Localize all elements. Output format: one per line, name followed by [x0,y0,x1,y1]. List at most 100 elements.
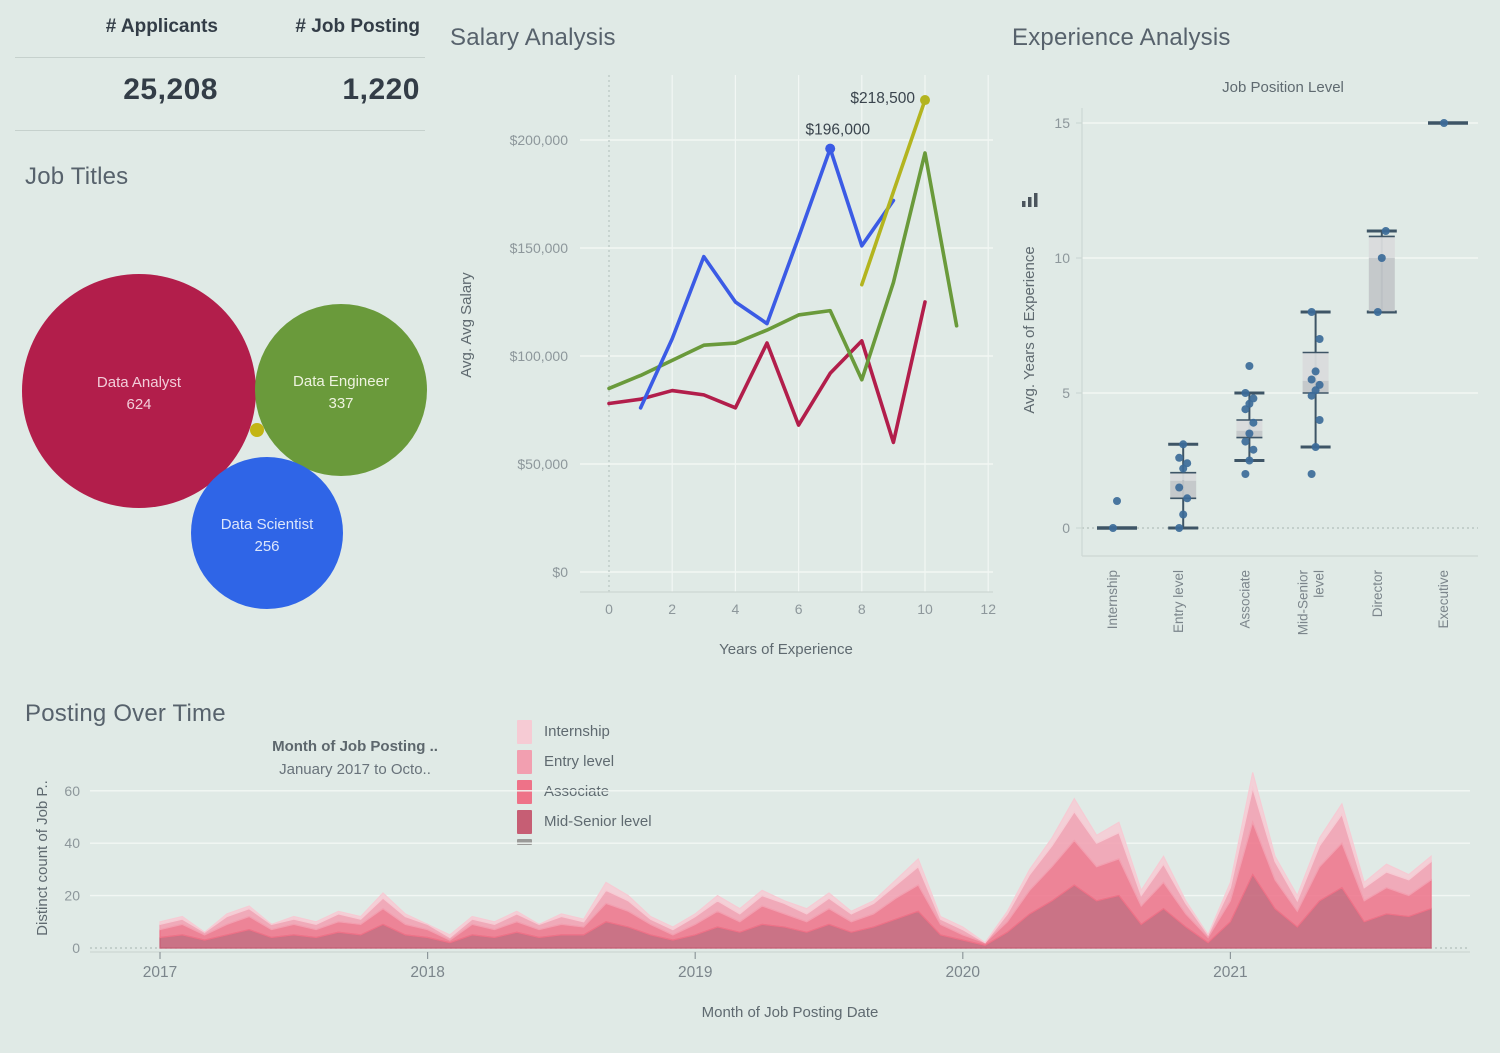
salary-x-tick-label: 8 [858,601,866,617]
box-lower-director[interactable] [1368,258,1395,312]
box-point-mid-senior-level[interactable] [1315,335,1324,343]
box-point-associate[interactable] [1249,394,1258,403]
salary-x-axis-title: Years of Experience [719,641,853,658]
bubble-data-analyst[interactable] [22,274,256,508]
salary-line-data-engineer[interactable] [607,151,959,391]
box-point-entry-level[interactable] [1175,483,1184,492]
bubble-data-engineer[interactable] [255,304,427,476]
posting-title: Posting Over Time [25,700,226,727]
experience-y-tick-label: 5 [1062,385,1070,401]
experience-y-axis-title: Avg. Years of Experience [1021,246,1038,413]
box-point-associate[interactable] [1241,470,1250,478]
salary-y-tick-label: $200,000 [510,132,569,148]
salary-y-tick-label: $100,000 [510,348,569,364]
box-point-entry-level[interactable] [1183,459,1192,468]
kpi-divider-bottom [15,130,425,131]
legend-swatch-mid-senior-level [517,809,532,834]
box-point-entry-level[interactable] [1183,494,1192,503]
experience-category-label-3: Mid-Senior [1296,570,1311,636]
legend-swatch-entry-level [517,749,532,774]
legend-item-entry-level[interactable]: Entry level [517,749,652,774]
legend-label-internship: Internship [544,723,610,740]
posting-legend: Internship Entry level Associate Mid-Sen… [517,719,652,845]
bubble-other-small[interactable] [250,423,264,437]
salary-x-tick-label: 12 [980,601,996,617]
experience-title: Experience Analysis [1012,24,1231,51]
legend-label-entry-level: Entry level [544,753,615,770]
salary-line-data-analyst[interactable] [607,300,927,445]
posting-x-axis-title: Month of Job Posting Date [702,1004,879,1021]
box-point-entry-level[interactable] [1179,510,1188,519]
box-point-mid-senior-level[interactable] [1315,416,1324,424]
bubble-data-scientist[interactable] [191,457,343,609]
experience-y-tick-label: 0 [1062,520,1070,536]
box-point-internship[interactable] [1113,497,1121,505]
box-point-director[interactable] [1373,308,1382,316]
kpi-job-posting: # Job Posting 1,220 [240,16,420,107]
job-titles-title: Job Titles [25,163,129,190]
salary-marker-series-4[interactable] [920,95,930,106]
box-point-associate[interactable] [1241,437,1250,446]
box-point-mid-senior-level[interactable] [1307,308,1316,316]
salary-x-tick-label: 4 [732,601,740,617]
box-point-associate[interactable] [1245,362,1254,370]
posting-y-tick-label: 0 [72,940,80,956]
box-upper-mid-senior-level[interactable] [1302,352,1329,381]
box-point-associate[interactable] [1245,456,1254,465]
posting-y-axis-title: Distinct count of Job P.. [34,780,51,936]
legend-item-internship[interactable]: Internship [517,719,652,744]
box-point-associate[interactable] [1241,389,1250,397]
sort-bars-icon[interactable] [1022,193,1038,207]
salary-y-tick-label: $0 [552,564,568,580]
box-point-associate[interactable] [1245,429,1254,438]
box-point-associate[interactable] [1249,445,1258,454]
box-upper-director[interactable] [1368,236,1395,258]
posting-y-tick-label: 40 [64,835,80,851]
legend-swatch-internship [517,719,532,744]
salary-x-tick-label: 2 [668,601,676,617]
experience-y-tick-label: 15 [1054,115,1070,131]
box-point-mid-senior-level[interactable] [1315,380,1324,389]
box-point-entry-level[interactable] [1175,453,1184,462]
box-point-entry-level[interactable] [1179,440,1188,449]
box-point-mid-senior-level[interactable] [1307,375,1316,384]
box-upper-associate[interactable] [1236,420,1263,431]
box-point-internship[interactable] [1109,524,1117,532]
box-point-executive[interactable] [1440,119,1448,127]
box-point-director[interactable] [1381,227,1390,235]
bubble-value-data-analyst: 624 [126,396,151,413]
salary-line-data-scientist[interactable] [638,146,896,410]
box-point-mid-senior-level[interactable] [1307,470,1316,478]
posting-caption-line2: January 2017 to Octo.. [279,761,431,778]
salary-marker-data-scientist[interactable] [825,143,836,154]
experience-column-header: Job Position Level [1222,79,1344,96]
box-point-entry-level[interactable] [1175,524,1184,532]
box-lower-entry-level[interactable] [1170,480,1197,499]
posting-x-tick-label: 2019 [678,964,712,981]
posting-caption: Month of Job Posting .. January 2017 to … [240,738,470,778]
experience-category-label-0: Internship [1105,570,1120,629]
legend-item-mid-senior-level[interactable]: Mid-Senior level [517,809,652,834]
experience-category-label-4: Director [1370,570,1385,618]
experience-y-tick-label: 10 [1054,250,1070,266]
box-point-mid-senior-level[interactable] [1311,443,1320,451]
posting-y-tick-label: 60 [64,783,80,799]
legend-label-mid-senior-level: Mid-Senior level [544,813,652,830]
box-point-associate[interactable] [1249,418,1258,427]
salary-line-series-4[interactable] [859,98,927,287]
posting-area-internship[interactable] [159,772,1432,944]
kpi-job-posting-label: # Job Posting [295,16,420,37]
salary-title: Salary Analysis [450,24,616,51]
salary-x-tick-label: 0 [605,601,613,617]
kpi-divider-top [15,57,425,58]
salary-y-tick-label: $150,000 [510,240,569,256]
legend-swatch-partial[interactable] [517,839,532,845]
salary-x-tick-label: 6 [795,601,803,617]
box-upper-entry-level[interactable] [1170,472,1197,481]
salary-annotation-0: $196,000 [806,122,871,139]
box-point-director[interactable] [1377,254,1386,262]
box-point-mid-senior-level[interactable] [1311,367,1320,376]
bubble-label-data-analyst: Data Analyst [97,374,182,391]
kpi-applicants: # Applicants 25,208 [15,16,218,107]
